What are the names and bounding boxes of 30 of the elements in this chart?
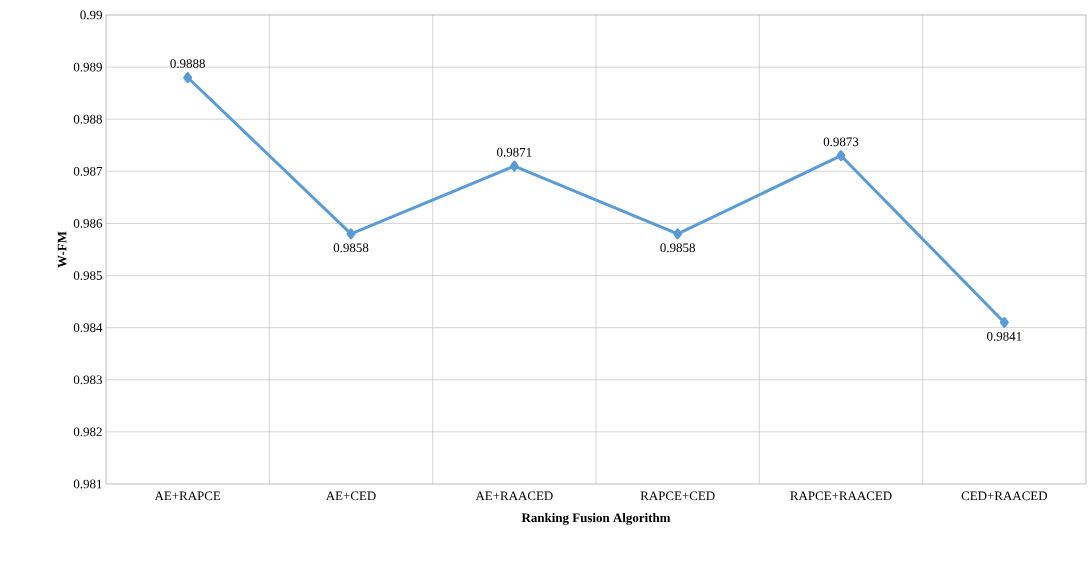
data-label: 0.9871	[497, 147, 532, 157]
y-tick-label: 0.981	[73, 479, 102, 489]
y-tick-label: 0.982	[73, 427, 102, 437]
point	[346, 228, 356, 240]
data-label: 0.9888	[170, 59, 205, 69]
x-tick-label: AE+CED	[325, 491, 376, 501]
y-tick-label: 0.986	[73, 219, 103, 228]
x-tick-label: AE+RAPCE	[154, 491, 221, 501]
y-tick-label: 0.987	[73, 166, 103, 176]
point	[673, 228, 683, 240]
point	[836, 150, 846, 162]
x-tick-label: RAPCE+CED	[640, 491, 715, 501]
x-tick-label: AE+RAACED	[475, 491, 553, 501]
y-tick-label: 0.99	[80, 10, 102, 20]
y-tick-label: 0.984	[73, 323, 103, 333]
y-tick-label: 0.985	[73, 271, 102, 280]
y-tick-label: 0.983	[73, 375, 102, 385]
x-tick-label: RAPCE+RAACED	[790, 491, 892, 501]
point	[999, 316, 1009, 328]
data-label: 0.9873	[823, 137, 859, 147]
y-tick-label: 0.988	[73, 114, 102, 124]
y-tick-label: 0.989	[73, 62, 102, 72]
point	[509, 160, 519, 172]
x-axis-title: Ranking Fusion Algorithm	[521, 513, 671, 525]
point	[183, 72, 193, 84]
data-label: 0.9841	[987, 331, 1022, 341]
y-axis-title: W-FM	[57, 231, 67, 268]
x-tick-label: CED+RAACED	[961, 491, 1048, 501]
data-label: 0.9858	[660, 243, 695, 253]
data-label: 0.9858	[333, 243, 369, 253]
